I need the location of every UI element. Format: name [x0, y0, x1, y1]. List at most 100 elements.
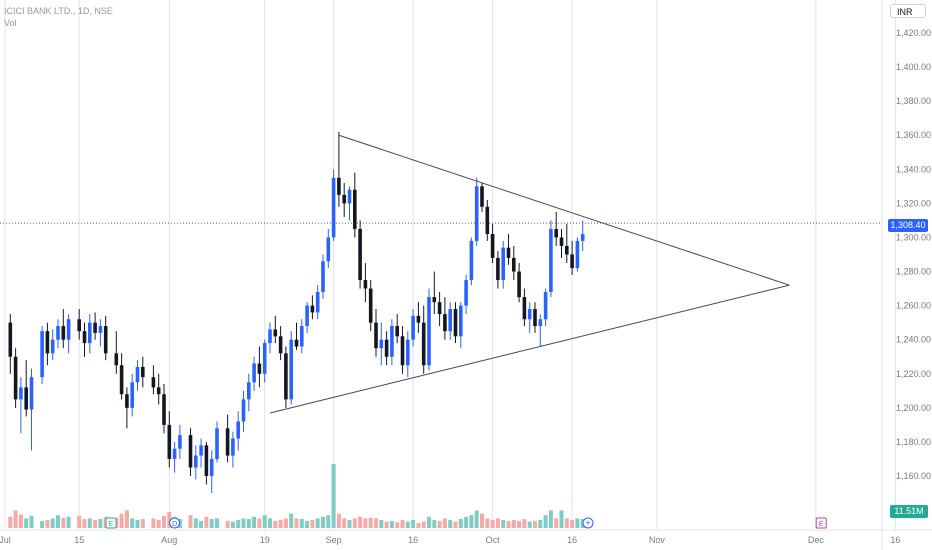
- candle-body: [204, 445, 209, 476]
- candle-body: [549, 228, 553, 292]
- candle-body: [315, 291, 320, 313]
- candle-body: [358, 228, 362, 281]
- volume-bar: [119, 513, 124, 528]
- candle-body: [257, 363, 262, 374]
- volume-bar: [336, 513, 341, 528]
- volume-bar: [241, 518, 246, 528]
- volume-bar: [363, 518, 368, 528]
- x-tick-label: Jul: [0, 535, 11, 545]
- volume-bar: [554, 518, 559, 528]
- volume-bar: [40, 520, 45, 528]
- y-tick-label: 1,360.00: [896, 130, 931, 140]
- volume-bar: [538, 520, 543, 528]
- volume-bar: [140, 519, 145, 528]
- candle-body: [247, 382, 251, 400]
- volume-bar: [495, 518, 500, 528]
- candle-body: [151, 377, 156, 388]
- volume-bar: [543, 515, 548, 528]
- candle-body: [119, 365, 124, 395]
- candle-body: [66, 319, 71, 340]
- volume-bar: [400, 520, 405, 528]
- volume-bar: [384, 521, 389, 528]
- candle-body: [88, 322, 92, 344]
- candle-body: [406, 339, 410, 366]
- volume-bar: [511, 520, 516, 528]
- candle-body: [379, 339, 384, 349]
- candle-body: [474, 186, 479, 241]
- volume-bar: [289, 513, 294, 528]
- y-tick-label: 1,300.00: [896, 232, 931, 242]
- volume-bar: [278, 520, 283, 528]
- volume-bar: [13, 510, 18, 528]
- volume-bar: [453, 521, 458, 528]
- candle-body: [527, 309, 532, 320]
- volume-bar: [342, 518, 347, 528]
- y-tick-label: 1,160.00: [896, 471, 931, 481]
- candle-body: [188, 435, 193, 468]
- y-tick-label: 1,260.00: [896, 301, 931, 311]
- volume-bar: [193, 518, 198, 528]
- candle-body: [40, 331, 44, 378]
- volume-bar: [379, 520, 384, 528]
- volume-bar: [56, 515, 60, 528]
- candle-body: [125, 394, 129, 408]
- candle-body: [368, 288, 373, 323]
- candle-body: [337, 177, 341, 195]
- earnings-marker-label: E: [819, 521, 824, 528]
- currency-selector[interactable]: INR: [890, 4, 926, 18]
- candle-body: [453, 309, 458, 337]
- candle-body: [56, 326, 60, 340]
- volume-bar: [506, 520, 511, 528]
- volume-bar: [432, 520, 437, 528]
- volume-bar: [87, 518, 92, 528]
- candle-body: [209, 458, 214, 476]
- volume-bar: [368, 517, 373, 528]
- candle-body: [427, 297, 431, 366]
- volume-bar: [448, 520, 453, 528]
- volume-bar: [548, 510, 553, 528]
- candle-body: [29, 377, 34, 410]
- y-tick-label: 1,320.00: [896, 198, 931, 208]
- volume-bar: [352, 518, 357, 528]
- symbol-title[interactable]: ICICI BANK LTD., 1D, NSE: [4, 6, 113, 16]
- volume-bar: [268, 518, 272, 528]
- volume-bar: [98, 519, 103, 528]
- candle-body: [543, 291, 548, 320]
- candle-body: [469, 240, 474, 281]
- candle-body: [284, 353, 288, 400]
- candle-body: [156, 387, 161, 395]
- volume-bar: [162, 515, 166, 528]
- x-tick-label: Aug: [161, 535, 177, 545]
- candle-body: [273, 329, 278, 337]
- volume-bar: [283, 518, 288, 528]
- volume-label: Vol: [4, 18, 17, 28]
- candle-body: [310, 305, 315, 313]
- candle-body: [93, 322, 97, 333]
- y-tick-label: 1,380.00: [896, 96, 931, 106]
- volume-bar: [474, 510, 479, 528]
- volume-bar: [151, 518, 156, 528]
- dividend-marker: [169, 517, 181, 529]
- volume-bar: [575, 518, 580, 528]
- candle-body: [342, 194, 346, 204]
- candle-body: [464, 280, 468, 306]
- volume-bar: [61, 517, 66, 528]
- candle-body: [130, 382, 134, 408]
- candle-body: [421, 322, 426, 366]
- candle-body: [363, 280, 368, 289]
- candle-body: [194, 455, 198, 468]
- candle-body: [167, 424, 172, 459]
- candle-body: [411, 315, 415, 340]
- candle-body: [241, 399, 246, 422]
- volume-bar: [527, 521, 532, 528]
- candle-body: [268, 329, 272, 344]
- y-tick-label: 1,420.00: [896, 28, 931, 38]
- candle-body: [448, 309, 452, 332]
- y-tick-label: 1,280.00: [896, 267, 931, 277]
- candle-body: [384, 339, 389, 357]
- candle-body: [262, 343, 267, 374]
- candle-body: [533, 309, 537, 327]
- volume-bar: [24, 518, 29, 528]
- earnings-marker: [105, 517, 117, 529]
